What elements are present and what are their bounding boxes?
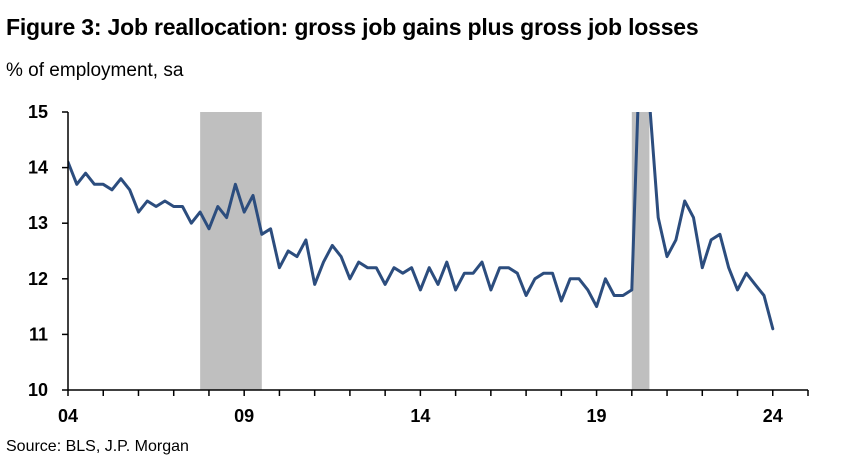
recession-shading-layer	[200, 112, 650, 390]
series-line	[68, 112, 775, 331]
source-note: Source: BLS, J.P. Morgan	[6, 438, 189, 455]
y-tick-label: 10	[28, 380, 48, 400]
x-tick-label: 19	[587, 406, 607, 426]
x-tick-label: 14	[410, 406, 430, 426]
x-tick-label: 09	[234, 406, 254, 426]
y-tick-label: 15	[28, 102, 48, 122]
y-tick-label: 14	[28, 158, 48, 178]
y-tick-label: 12	[28, 269, 48, 289]
x-tick-label: 04	[58, 406, 78, 426]
x-tick-label: 24	[763, 406, 783, 426]
chart-subtitle: % of employment, sa	[6, 60, 184, 81]
chart-title: Figure 3: Job reallocation: gross job ga…	[6, 14, 699, 40]
recession-band	[200, 112, 262, 390]
y-tick-label: 11	[29, 324, 48, 344]
axes-layer: 10 11 12 13 14 15 04 09 14 19 24	[28, 102, 809, 426]
y-tick-label: 13	[28, 213, 48, 233]
series-line-layer	[68, 112, 775, 331]
